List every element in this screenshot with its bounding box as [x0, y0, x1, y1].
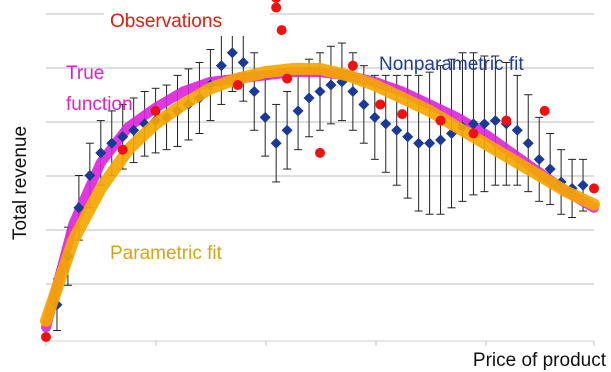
observation-point — [435, 115, 446, 126]
nonparametric-fit-point — [489, 115, 501, 127]
nonparametric-fit-point — [577, 179, 589, 191]
nonparametric-fit-point — [325, 79, 337, 91]
nonparametric-fit-point — [270, 137, 282, 149]
observations-label: Observations — [110, 11, 222, 32]
observation-point — [271, 2, 282, 13]
nonparametric-fit-point — [533, 153, 545, 165]
observation-point — [468, 128, 479, 139]
nonparametric-fit-point — [413, 137, 425, 149]
nonparametric-fit-point — [511, 124, 523, 136]
observation-point — [539, 105, 550, 116]
observation-point — [232, 80, 243, 91]
observation-point — [150, 105, 161, 116]
observations-label-line: Observations — [110, 11, 222, 32]
true-function-label-line: True — [66, 63, 104, 84]
nonparametric-fit-point — [237, 56, 249, 68]
nonparametric-fit-point — [106, 137, 118, 149]
nonparametric-fit-point — [248, 86, 260, 98]
nonparametric-fit-point — [303, 92, 315, 104]
nonparametric-fit-point — [84, 170, 96, 181]
nonparametric-fit-point — [314, 86, 326, 98]
nonparametric-fit-point — [358, 98, 370, 110]
observation-point — [41, 332, 51, 342]
observations-label-background — [104, 2, 270, 36]
nonparametric-fit-point — [139, 118, 151, 130]
observation-point — [282, 73, 293, 84]
observation-point — [276, 25, 287, 36]
nonparametric-fit-point — [128, 124, 140, 136]
nonparametric-fit-label: Nonparametric fit — [379, 54, 524, 75]
nonparametric-fit-point — [226, 47, 238, 59]
observation-point — [589, 183, 599, 194]
nonparametric-fit-point — [391, 124, 403, 136]
nonparametric-fit-point — [369, 111, 381, 123]
y-axis-label: Total revenue — [10, 126, 31, 240]
nonparametric-fit-point — [73, 202, 85, 214]
nonparametric-fit-point — [259, 111, 271, 123]
true-function-label: True function — [66, 63, 133, 115]
nonparametric-fit-point — [347, 86, 359, 98]
nonparametric-fit-label-line: Nonparametric fit — [379, 54, 524, 75]
nonparametric-fit-point — [544, 163, 556, 175]
observation-point — [501, 115, 512, 126]
annotations: Observations True function Nonparametric fi… — [66, 11, 524, 264]
nonparametric-fit-point — [478, 118, 490, 130]
parametric-fit-label: Parametric fit — [110, 243, 223, 264]
plot-area — [40, 0, 600, 342]
nonparametric-fit-point — [522, 137, 534, 149]
observation-point — [347, 60, 358, 71]
x-axis — [45, 340, 595, 346]
observation-point — [117, 144, 128, 155]
nonparametric-fit-point — [95, 147, 107, 159]
nonparametric-fit-point — [435, 134, 447, 146]
observation-point — [375, 99, 386, 110]
nonparametric-fit-point — [380, 118, 392, 130]
parametric-fit-line — [40, 62, 600, 327]
observation-point — [271, 0, 281, 3]
nonparametric-fit-point — [424, 137, 436, 149]
x-axis-label: Price of product — [473, 350, 607, 371]
nonparametric-fit-point — [215, 60, 227, 72]
nonparametric-fit-point — [281, 124, 293, 136]
observation-point — [397, 109, 408, 120]
nonparametric-fit-point — [402, 131, 414, 143]
nonparametric-fit-point — [117, 131, 129, 143]
nonparametric-fit-point — [292, 105, 304, 117]
parametric-fit-label-line: Parametric fit — [110, 243, 223, 264]
observation-point — [315, 147, 325, 158]
nonparametric-fit-point — [467, 118, 479, 130]
true-function-label-line: function — [66, 94, 133, 115]
